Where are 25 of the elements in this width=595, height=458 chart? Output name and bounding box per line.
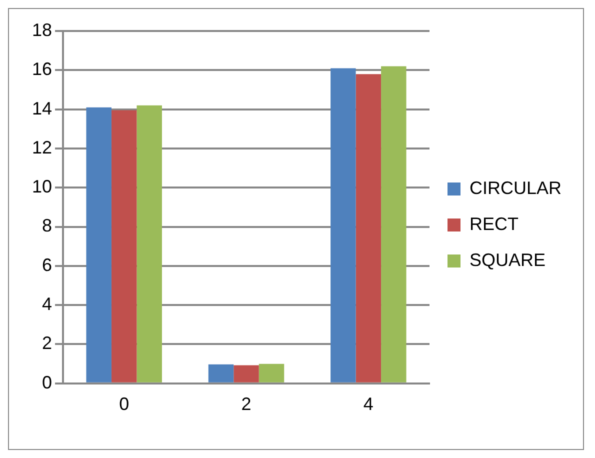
bar (330, 68, 356, 382)
y-tick-label: 14 (32, 98, 52, 118)
y-tick-label: 10 (32, 176, 52, 197)
bar (86, 107, 112, 382)
y-tick-label: 6 (42, 254, 52, 275)
y-tick-label: 18 (32, 20, 52, 40)
x-tick-label: 4 (363, 394, 374, 414)
bar (356, 74, 382, 382)
x-tick-label: 0 (119, 394, 130, 414)
legend-label: RECT (470, 214, 519, 234)
legend-label: CIRCULAR (470, 178, 562, 198)
y-tick-label: 12 (32, 137, 52, 158)
y-tick-label: 4 (42, 294, 52, 314)
y-tick-label: 16 (32, 59, 52, 80)
bar (234, 365, 259, 382)
y-tick-label: 8 (42, 216, 52, 236)
bar (136, 105, 162, 382)
bar (381, 66, 406, 382)
x-tick-label: 2 (241, 394, 252, 414)
bar (208, 364, 234, 382)
bar (111, 110, 137, 382)
bar (258, 364, 284, 382)
y-tick-label: 0 (42, 372, 52, 392)
y-tick-label: 2 (42, 333, 52, 354)
legend-label: SQUARE (470, 250, 546, 270)
